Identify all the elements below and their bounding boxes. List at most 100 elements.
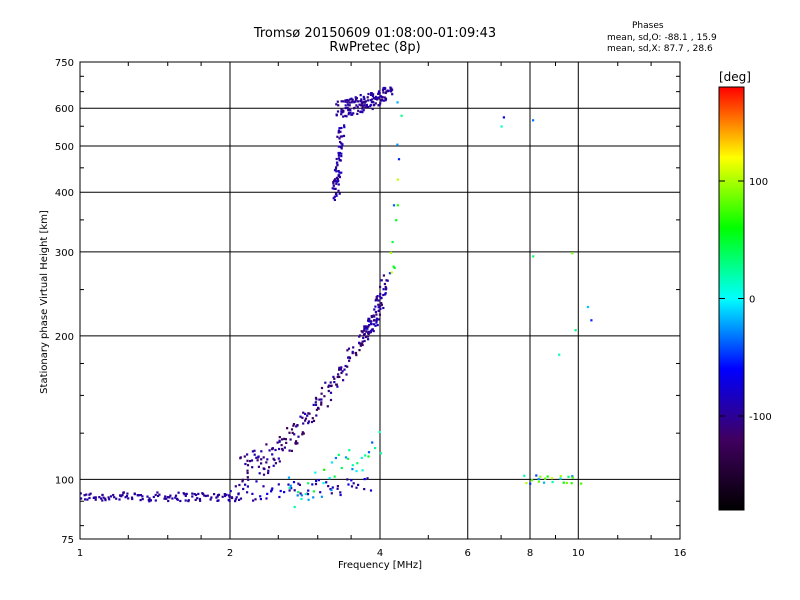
data-point [340,142,343,145]
data-point [348,356,351,359]
data-point [255,456,258,459]
data-point [363,325,366,328]
phase-stats-x-sd: 28.6 [692,44,713,54]
data-point [360,110,363,113]
phase-stats-header: Phases [632,21,664,31]
colorbar-ticks: 100 0 -100 [719,177,772,423]
data-point [337,183,340,186]
data-point [354,96,357,99]
data-point [251,450,254,453]
x-tick-label: 4 [377,548,383,559]
data-point [354,98,358,101]
data-point [385,90,388,93]
data-point [363,478,366,481]
data-point [382,99,385,102]
data-point [377,92,380,95]
data-point [268,466,271,469]
data-point [384,292,387,295]
data-point [345,373,348,376]
data-point [366,477,369,480]
data-point [364,454,367,457]
data-point [356,462,359,465]
data-point [346,101,349,104]
data-point [355,354,358,357]
data-point [363,97,366,100]
data-point [280,444,283,447]
data-point [567,475,570,478]
data-point [373,308,376,311]
data-point [358,341,361,344]
data-point [320,386,324,390]
data-point [195,493,198,497]
data-point [169,494,172,497]
data-point [356,112,359,115]
data-point [278,436,281,439]
data-point [121,494,124,497]
data-point [347,356,350,359]
data-point [278,460,281,463]
data-point [164,495,167,498]
data-point [384,97,387,100]
data-point [196,497,199,500]
data-point [367,330,371,333]
data-point [257,465,260,468]
data-point [281,438,284,441]
data-point [108,498,111,501]
data-point [351,468,354,471]
data-point [364,100,367,103]
data-point [361,331,364,334]
data-point [374,102,377,105]
data-point [101,493,104,497]
data-point [367,338,370,341]
data-point [210,496,213,499]
data-point [148,500,151,503]
data-point [586,305,589,309]
data-point [85,493,88,496]
data-point [349,111,352,114]
data-point [350,485,354,488]
data-point [355,97,358,100]
data-point [101,499,104,502]
data-point [352,112,355,115]
data-point [292,423,296,426]
data-point [206,494,209,497]
data-point [307,422,310,425]
data-point [346,478,349,481]
data-point [355,104,358,107]
y-tick-label: 400 [55,188,74,199]
data-point [319,491,322,494]
data-point [98,496,101,499]
data-point [221,495,224,498]
data-point [346,457,350,460]
data-point [366,96,369,99]
data-point [127,497,130,500]
data-point [339,368,342,371]
data-point [371,441,374,444]
data-point [320,495,323,498]
data-point [340,145,343,148]
data-point [307,482,310,485]
data-point [373,319,376,322]
data-point [400,114,403,117]
data-point [343,124,346,127]
data-point [339,135,342,138]
data-point [384,285,387,289]
data-point [384,91,387,95]
data-point [375,297,378,301]
data-point [193,493,196,496]
data-point [217,493,221,496]
data-point [270,490,273,493]
data-point [363,332,366,336]
data-point [343,368,346,371]
data-point [340,108,343,111]
data-point [272,464,275,467]
data-point [292,424,295,427]
data-point [345,115,348,118]
data-point [558,353,561,356]
data-point [543,481,546,484]
data-point [80,497,83,500]
data-point [378,104,381,107]
data-point [297,435,300,438]
data-point [262,485,265,488]
data-point [112,493,115,497]
